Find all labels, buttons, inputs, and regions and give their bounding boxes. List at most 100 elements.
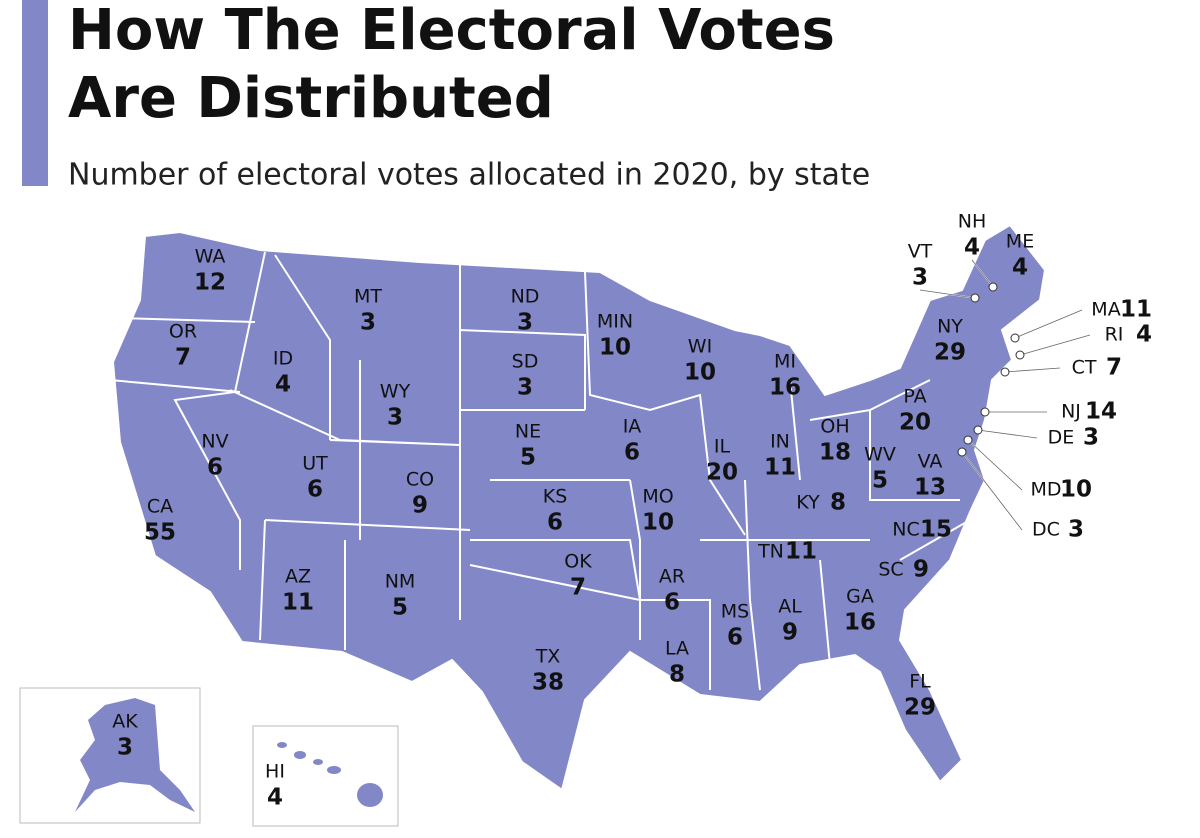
state-votes: 11 [1120,297,1152,323]
hawaii-shape [277,742,383,807]
state-votes: 20 [899,410,931,436]
state-abbr: NC [892,519,919,541]
state-votes: 4 [267,785,283,811]
state-votes: 9 [412,493,428,519]
state-abbr: CT [1072,357,1097,379]
state-abbr: NH [958,211,987,233]
state-abbr: MT [354,286,382,308]
hawaii-inset [252,725,399,827]
leader-line [967,439,1023,491]
state-abbr: FL [909,671,931,693]
state-abbr: DE [1048,427,1075,449]
state-dot [970,293,980,303]
state-abbr: ND [511,286,540,308]
state-abbr: WV [864,444,896,466]
state-votes: 11 [764,455,796,481]
state-abbr: MA [1091,299,1120,321]
state-votes: 3 [1083,425,1099,451]
leader-line [1019,334,1091,356]
state-votes: 10 [599,335,631,361]
state-votes: 5 [872,468,888,494]
state-dot [963,435,973,445]
state-votes: 6 [207,455,223,481]
state-abbr: AZ [285,566,311,588]
state-dot [1000,367,1010,377]
leader-line [1004,367,1061,373]
state-votes: 4 [1012,255,1028,281]
state-votes: 4 [964,235,980,261]
state-abbr: OK [564,551,592,573]
state-votes: 8 [669,662,685,688]
state-abbr: MD [1030,479,1061,501]
state-abbr: NY [937,316,963,338]
state-abbr: OH [820,416,849,438]
state-abbr: KY [796,492,820,514]
state-abbr: VT [908,241,933,263]
state-abbr: SC [878,559,903,581]
state-votes: 15 [920,517,952,543]
state-abbr: NJ [1061,401,1081,423]
state-abbr: CA [147,496,173,518]
leader-line [1014,309,1083,339]
state-dot [957,447,967,457]
state-abbr: ME [1006,231,1034,253]
leader-line [971,259,994,288]
state-abbr: TN [757,541,784,563]
state-abbr: MS [721,601,749,623]
state-votes: 14 [1085,399,1117,425]
state-abbr: TX [535,646,561,668]
state-abbr: VA [918,451,943,473]
state-votes: 5 [520,445,536,471]
state-abbr: MI [774,351,796,373]
state-votes: 10 [684,360,716,386]
state-votes: 38 [532,670,564,696]
state-abbr: GA [846,586,874,608]
state-abbr: AR [659,566,685,588]
state-votes: 11 [282,590,314,616]
state-abbr: WI [688,336,712,358]
state-abbr: RI [1105,324,1124,346]
state-votes: 55 [144,520,176,546]
state-votes: 29 [934,340,966,366]
state-abbr: NM [385,571,416,593]
state-votes: 6 [727,625,743,651]
state-votes: 7 [1106,355,1122,381]
state-dot [988,282,998,292]
state-votes: 7 [175,345,191,371]
title-accent-bar [22,0,48,186]
state-votes: 18 [819,440,851,466]
state-votes: 8 [830,490,846,516]
leader-line [977,429,1038,439]
state-votes: 9 [913,557,929,583]
state-votes: 3 [517,375,533,401]
state-votes: 5 [392,595,408,621]
state-abbr: PA [903,386,926,408]
state-abbr: MO [642,486,673,508]
state-votes: 3 [517,310,533,336]
state-votes: 29 [904,695,936,721]
state-abbr: NE [515,421,541,443]
state-votes: 6 [307,477,323,503]
state-abbr: NV [201,431,228,453]
state-abbr: DC [1032,519,1060,541]
state-votes: 3 [360,310,376,336]
state-abbr: UT [302,453,328,475]
state-votes: 3 [1068,517,1084,543]
state-votes: 6 [547,510,563,536]
state-votes: 13 [914,475,946,501]
state-votes: 3 [387,405,403,431]
state-abbr: ID [273,348,293,370]
state-votes: 16 [844,610,876,636]
state-abbr: LA [665,638,689,660]
state-abbr: IL [714,436,731,458]
state-votes: 20 [706,460,738,486]
state-abbr: WY [380,381,411,403]
state-abbr: KS [543,486,568,508]
state-votes: 16 [769,375,801,401]
state-votes: 6 [664,590,680,616]
state-dot [980,407,990,417]
alaska-shape [75,698,195,812]
leader-line [961,451,1023,531]
state-dot [973,425,983,435]
state-votes: 6 [624,440,640,466]
